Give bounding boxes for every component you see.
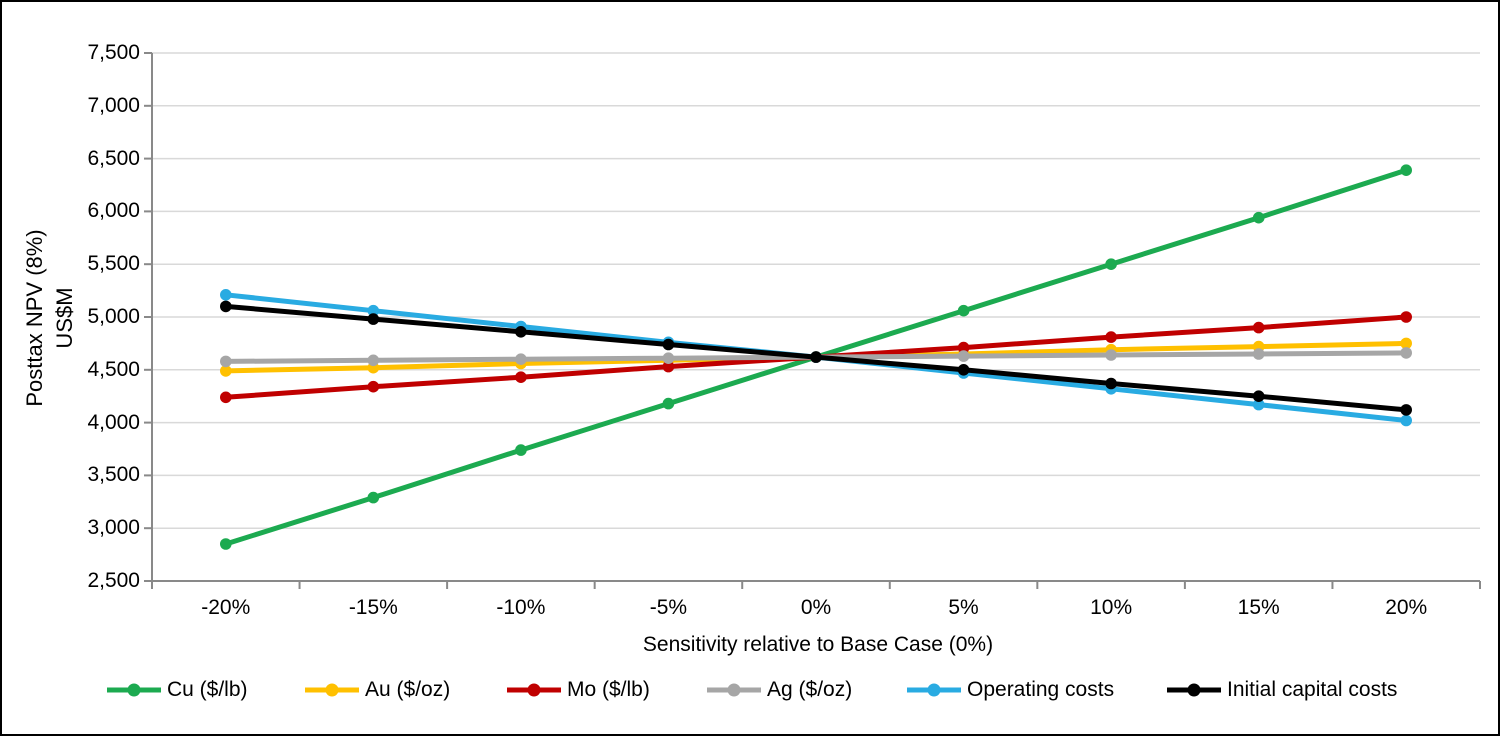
y-axis-tick-label: 7,500: [87, 41, 140, 64]
y-axis-tick-label: 4,000: [87, 410, 140, 434]
x-axis-tick-label: -10%: [496, 596, 546, 619]
series-marker-operating-costs: [1400, 414, 1412, 427]
series-marker-initial-capital-costs: [1105, 377, 1117, 390]
series-marker-mo-lb: [957, 341, 970, 354]
y-axis-tick-label: 3,000: [87, 516, 140, 540]
series-marker-initial-capital-costs: [515, 326, 527, 338]
series-marker-ag-oz: [957, 350, 970, 362]
series-marker-ag-oz: [515, 353, 527, 366]
series-marker-cu-lb: [367, 491, 380, 504]
y-axis-tick-label: 7,000: [87, 93, 140, 117]
series-marker-operating-costs: [220, 289, 232, 301]
y-axis-tick-label: 2,500: [87, 569, 140, 592]
y-axis-tick-label: 6,000: [87, 199, 140, 223]
series-marker-cu-lb: [220, 538, 232, 550]
x-axis-tick-label: 5%: [948, 596, 979, 619]
x-axis-title: Sensitivity relative to Base Case (0%): [642, 633, 994, 656]
y-axis-title-line1: Posttax NPV (8%): [22, 229, 47, 407]
series-marker-mo-lb: [1105, 331, 1117, 343]
series-marker-cu-lb: [1400, 164, 1412, 176]
y-axis-tick-label: 5,000: [87, 305, 140, 328]
x-axis-tick-label: -20%: [201, 596, 251, 619]
x-axis-tick-label: 15%: [1237, 596, 1280, 619]
series-marker-ag-oz: [1400, 347, 1412, 359]
series-marker-ag-oz: [1105, 349, 1117, 361]
series-marker-cu-lb: [515, 444, 527, 456]
series-marker-mo-lb: [367, 380, 380, 393]
series-marker-initial-capital-costs: [1400, 404, 1412, 416]
series-marker-mo-lb: [515, 371, 527, 384]
x-axis-tick-label: -15%: [348, 596, 398, 619]
series-marker-ag-oz: [1252, 348, 1265, 360]
series-marker-ag-oz: [662, 352, 675, 365]
series-marker-cu-lb: [1252, 211, 1265, 224]
x-axis-tick-label: -5%: [649, 596, 688, 619]
y-axis-title-line2: US$M: [52, 287, 77, 349]
y-axis-tick-label: 5,500: [87, 252, 140, 276]
series-marker-cu-lb: [662, 397, 675, 410]
series-marker-cu-lb: [957, 304, 970, 317]
x-axis-tick-label: 10%: [1090, 596, 1133, 619]
y-axis-tick-label: 6,500: [87, 146, 140, 170]
series-marker-ag-oz: [220, 355, 232, 368]
series-marker-initial-capital-costs: [662, 338, 675, 351]
series-marker-au-oz: [220, 365, 232, 377]
series-marker-initial-capital-costs: [367, 313, 380, 325]
x-axis-tick-label: 0%: [800, 596, 832, 619]
series-marker-mo-lb: [1252, 321, 1265, 334]
series-marker-ag-oz: [367, 354, 380, 367]
series-marker-initial-capital-costs: [1252, 390, 1265, 403]
y-axis-tick-label: 3,500: [87, 463, 140, 487]
x-axis-tick-label: 20%: [1385, 596, 1428, 619]
series-marker-operating-costs: [1252, 398, 1265, 411]
series-marker-initial-capital-costs: [220, 300, 232, 313]
series-marker-au-oz: [1400, 337, 1412, 350]
series-marker-cu-lb: [1105, 258, 1117, 271]
y-axis-tick-label: 4,500: [87, 357, 140, 381]
series-marker-mo-lb: [220, 391, 232, 404]
series-marker-initial-capital-costs: [810, 351, 822, 363]
series-marker-mo-lb: [1400, 311, 1412, 323]
series-marker-operating-costs: [367, 304, 380, 317]
series-marker-mo-lb: [662, 360, 675, 373]
series-marker-initial-capital-costs: [957, 364, 970, 376]
